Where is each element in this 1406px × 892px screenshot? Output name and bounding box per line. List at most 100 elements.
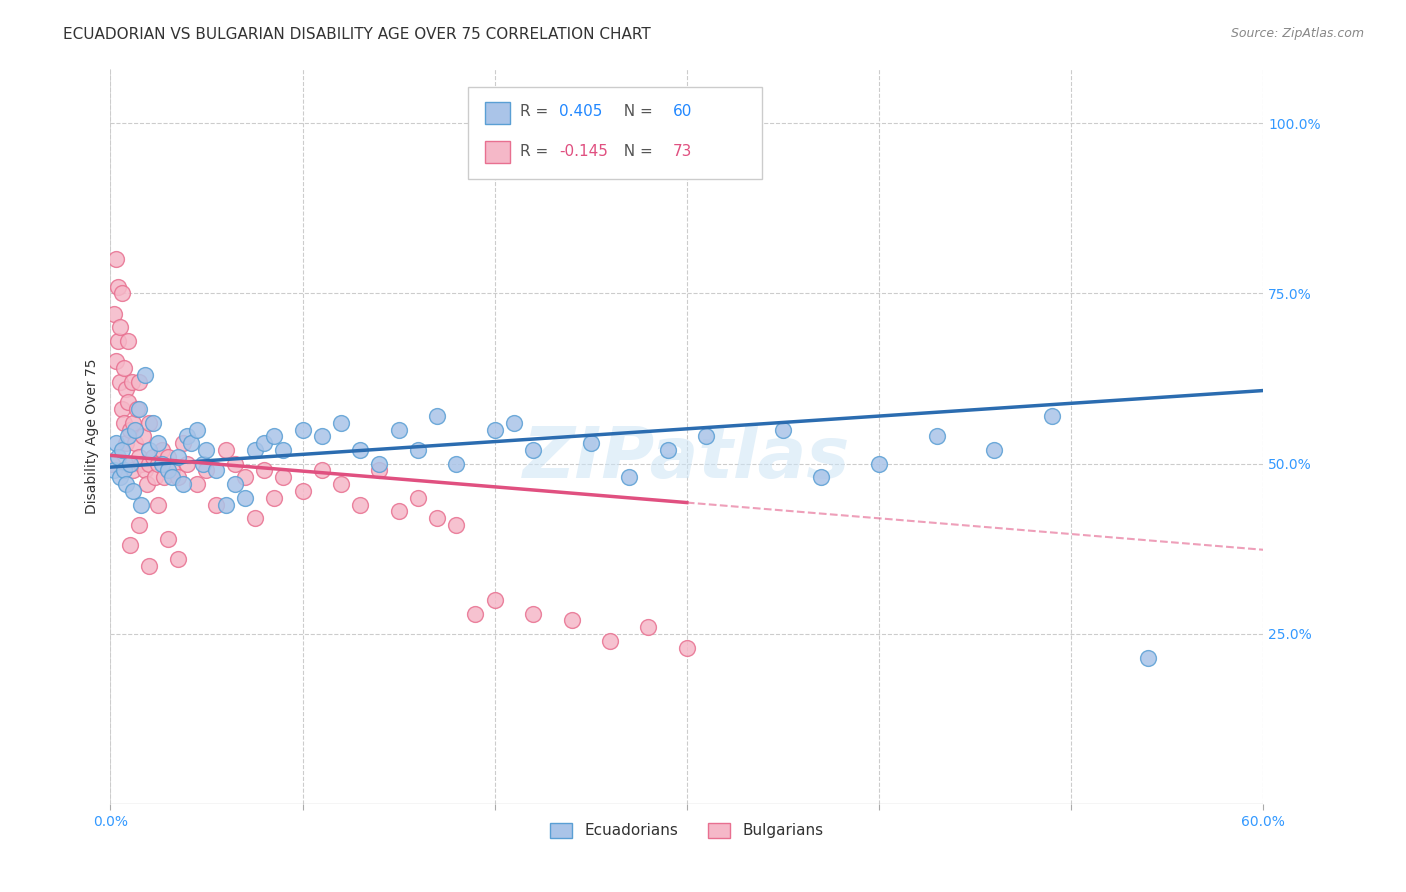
Point [108, 375, 131, 389]
Text: 73: 73 [673, 144, 692, 159]
Point [114, 477, 136, 491]
Point [117, 429, 139, 443]
Point [191, 457, 214, 471]
Point [263, 429, 285, 443]
Point [233, 491, 256, 505]
Text: Source: ZipAtlas.com: Source: ZipAtlas.com [1230, 27, 1364, 40]
Point [446, 457, 468, 471]
Text: 60: 60 [673, 104, 692, 120]
Point [150, 443, 173, 458]
Point [117, 395, 139, 409]
Point [118, 457, 141, 471]
Point [117, 334, 139, 348]
Point [772, 423, 794, 437]
Point [153, 470, 176, 484]
Point [388, 423, 411, 437]
Point [311, 429, 333, 443]
Point [176, 457, 198, 471]
Text: N =: N = [614, 104, 658, 120]
Point [186, 477, 208, 491]
Point [111, 443, 134, 458]
Text: ECUADORIAN VS BULGARIAN DISABILITY AGE OVER 75 CORRELATION CHART: ECUADORIAN VS BULGARIAN DISABILITY AGE O… [63, 27, 651, 42]
Point [446, 518, 468, 533]
Point [128, 450, 150, 464]
Point [118, 538, 141, 552]
Point [148, 436, 170, 450]
Point [273, 470, 295, 484]
Point [138, 443, 160, 458]
Point [180, 436, 202, 450]
Point [205, 463, 228, 477]
Point [502, 416, 524, 430]
Point [522, 443, 544, 458]
Point [122, 463, 145, 477]
Point [105, 252, 128, 267]
Point [195, 443, 218, 458]
Bar [485, 141, 510, 163]
Point [426, 511, 449, 525]
Bar [485, 103, 510, 125]
Point [160, 470, 183, 484]
Point [657, 443, 679, 458]
Point [166, 552, 188, 566]
Point [166, 470, 188, 484]
Point [122, 416, 145, 430]
Point [349, 443, 371, 458]
Point [127, 402, 149, 417]
Point [142, 450, 165, 464]
Y-axis label: Disability Age Over 75: Disability Age Over 75 [86, 359, 100, 514]
Point [134, 463, 156, 477]
Point [114, 382, 136, 396]
Point [118, 457, 141, 471]
Point [134, 368, 156, 383]
Point [330, 477, 353, 491]
Point [166, 450, 188, 464]
Point [124, 423, 146, 437]
Point [243, 511, 266, 525]
Point [128, 375, 150, 389]
Point [406, 443, 429, 458]
Point [135, 477, 157, 491]
Point [224, 457, 246, 471]
Point [107, 334, 129, 348]
Point [111, 286, 134, 301]
Point [522, 607, 544, 621]
Legend: Ecuadorians, Bulgarians: Ecuadorians, Bulgarians [544, 817, 830, 845]
Point [311, 463, 333, 477]
Text: ZIPatlas: ZIPatlas [523, 424, 851, 493]
Point [388, 504, 411, 518]
Point [142, 416, 165, 430]
Point [368, 457, 391, 471]
Point [637, 620, 659, 634]
Point [138, 558, 160, 573]
Point [129, 457, 152, 471]
Point [121, 375, 143, 389]
Point [132, 429, 155, 443]
Point [129, 498, 152, 512]
Point [243, 443, 266, 458]
Point [108, 470, 131, 484]
Text: R =: R = [520, 104, 553, 120]
Point [157, 450, 180, 464]
Point [105, 354, 128, 368]
Text: R =: R = [520, 144, 553, 159]
Point [810, 470, 832, 484]
Point [107, 279, 129, 293]
Point [160, 463, 183, 477]
Point [349, 498, 371, 512]
Point [484, 423, 506, 437]
Point [176, 429, 198, 443]
Point [273, 443, 295, 458]
Point [112, 416, 135, 430]
Point [253, 463, 276, 477]
Point [205, 498, 228, 512]
Point [118, 423, 141, 437]
Point [1136, 650, 1159, 665]
Point [108, 320, 131, 334]
Point [291, 423, 314, 437]
Point [215, 498, 238, 512]
Text: -0.145: -0.145 [558, 144, 607, 159]
Point [148, 457, 170, 471]
Point [111, 402, 134, 417]
Point [224, 477, 246, 491]
